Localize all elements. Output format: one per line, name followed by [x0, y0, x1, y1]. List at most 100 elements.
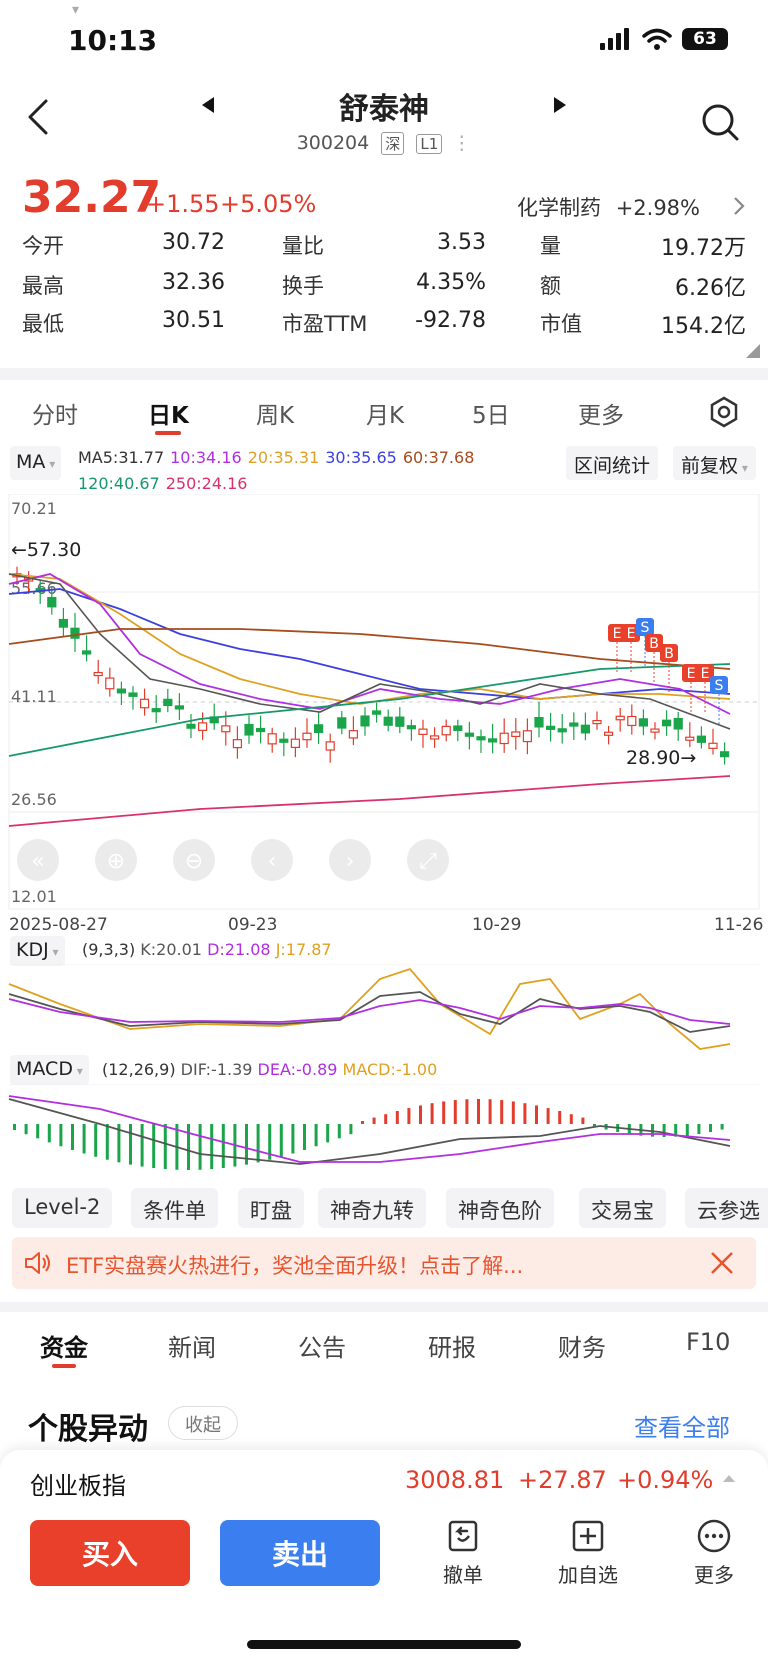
news-tab[interactable]: 资金 — [40, 1334, 88, 1362]
signal-mark[interactable] — [622, 624, 640, 642]
news-tab[interactable]: F10 — [686, 1328, 731, 1356]
index-name: 创业板指 — [30, 1472, 126, 1500]
signal-mark[interactable] — [660, 644, 678, 662]
quote-label: 最高 — [22, 274, 64, 298]
signal-mark-label: S — [715, 678, 724, 694]
ma-legend-item: 30:35.65 — [325, 448, 397, 467]
signal-mark[interactable] — [636, 618, 654, 636]
chart-settings-icon[interactable] — [708, 396, 740, 428]
chart-tab[interactable]: 分时 — [32, 403, 78, 429]
candle — [256, 727, 266, 733]
svg-text:›: › — [346, 849, 355, 874]
cancel-order-button[interactable]: 撤单 — [418, 1518, 508, 1588]
fullscreen-icon[interactable]: ⤢ — [407, 839, 449, 881]
macd-bar — [326, 1124, 330, 1143]
feature-chip[interactable]: 盯盘 — [238, 1188, 304, 1228]
macd-bar — [384, 1114, 388, 1124]
macd-bar — [337, 1124, 341, 1139]
next-stock-icon[interactable] — [552, 96, 568, 114]
chart-tab[interactable]: 5日 — [472, 403, 510, 429]
news-tab[interactable]: 财务 — [558, 1334, 606, 1362]
expand-corner-icon[interactable] — [746, 344, 760, 358]
index-value: 3008.81 — [405, 1466, 505, 1494]
candle — [221, 725, 231, 733]
candle — [661, 719, 672, 727]
ma-legend-item: 120:40.67 — [78, 474, 160, 493]
sell-button[interactable]: 卖出 — [220, 1520, 380, 1586]
chevron-right-icon[interactable] — [733, 196, 745, 216]
candle — [232, 739, 242, 749]
candle — [476, 736, 486, 741]
close-icon[interactable] — [710, 1251, 734, 1275]
signal-mark[interactable] — [645, 634, 663, 652]
stock-code-row: 300204 深 L1 ⋮ — [0, 132, 768, 155]
view-all-link[interactable]: 查看全部 — [634, 1414, 730, 1442]
signal-mark[interactable] — [608, 624, 626, 642]
feature-chip[interactable]: Level-2 — [12, 1188, 113, 1228]
signal-mark[interactable] — [696, 664, 714, 682]
candle — [128, 692, 138, 697]
zoom-in-icon[interactable]: ⊕ — [95, 839, 137, 881]
kdj-selector[interactable]: KDJ ▾ — [10, 936, 65, 966]
chart-tab[interactable]: 周K — [256, 403, 295, 429]
quote-value: -92.78 — [415, 308, 486, 333]
feature-chip[interactable]: 神奇九转 — [318, 1188, 426, 1228]
svg-text:⊖: ⊖ — [185, 849, 203, 874]
kdj-params: (9,3,3) — [82, 940, 136, 959]
svg-text:«: « — [31, 849, 44, 874]
back-icon[interactable] — [26, 98, 50, 136]
next-icon[interactable]: › — [329, 839, 371, 881]
prev-stock-icon[interactable] — [200, 96, 216, 114]
ma-selector[interactable]: MA ▾ — [10, 446, 62, 480]
chart-tab[interactable]: 更多 — [578, 403, 624, 429]
banner-text: ETF实盘赛火热进行，奖池全面升级！点击了解... — [66, 1254, 524, 1278]
feature-chip[interactable]: 交易宝 — [579, 1188, 666, 1228]
chart-tab[interactable]: 月K — [366, 403, 405, 429]
candle — [696, 735, 707, 743]
add-watchlist-button[interactable]: 加自选 — [543, 1518, 633, 1588]
quote-value: 3.53 — [437, 230, 486, 255]
feature-chip[interactable]: 神奇色阶 — [446, 1188, 554, 1228]
macd-bar — [581, 1117, 585, 1124]
chevron-up-icon[interactable] — [721, 1472, 737, 1484]
status-icons: 63 — [600, 28, 728, 50]
home-indicator — [247, 1640, 521, 1649]
chart-tab[interactable]: 日K — [148, 403, 189, 429]
more-actions-button[interactable]: 更多 — [669, 1518, 759, 1588]
news-tab[interactable]: 研报 — [428, 1334, 476, 1362]
news-tab[interactable]: 公告 — [298, 1334, 346, 1362]
signal-mark[interactable] — [710, 676, 728, 694]
signal-mark[interactable] — [682, 664, 700, 682]
range-stats-button[interactable]: 区间统计 — [566, 446, 659, 480]
quote-label: 量比 — [282, 234, 324, 258]
separator — [0, 1302, 768, 1312]
feature-chip[interactable]: 条件单 — [131, 1188, 218, 1228]
candle — [534, 716, 544, 728]
kdj-k: K:20.01 — [140, 940, 202, 959]
news-tab[interactable]: 新闻 — [168, 1334, 216, 1362]
ma-legend-item: MA5:31.77 — [78, 448, 165, 467]
macd-bar — [140, 1124, 144, 1167]
buy-button[interactable]: 买入 — [30, 1520, 190, 1586]
adjust-selector[interactable]: 前复权 ▾ — [673, 446, 756, 480]
macd-bar — [465, 1099, 469, 1124]
collapse-button[interactable]: 收起 — [168, 1406, 238, 1440]
search-icon[interactable] — [700, 102, 740, 142]
index-change: +27.87 — [518, 1466, 607, 1494]
macd-chart[interactable] — [0, 1084, 768, 1174]
more-dots-icon[interactable]: ⋮ — [452, 132, 472, 154]
candle — [719, 751, 730, 758]
candle — [105, 677, 115, 690]
candle — [592, 720, 602, 725]
svg-text:‹: ‹ — [268, 849, 277, 874]
sector-info[interactable]: 化学制药 +2.98% — [517, 192, 700, 222]
promo-banner[interactable]: ETF实盘赛火热进行，奖池全面升级！点击了解... — [12, 1237, 756, 1289]
zoom-out-icon[interactable]: ⊖ — [173, 839, 215, 881]
macd-selector[interactable]: MACD ▾ — [10, 1055, 89, 1085]
prev-icon[interactable]: ‹ — [251, 839, 293, 881]
feature-chip[interactable]: 云参选 — [685, 1188, 768, 1228]
first-icon[interactable]: « — [17, 839, 59, 881]
kdj-chart[interactable] — [0, 964, 768, 1056]
quote-label: 换手 — [282, 274, 324, 298]
